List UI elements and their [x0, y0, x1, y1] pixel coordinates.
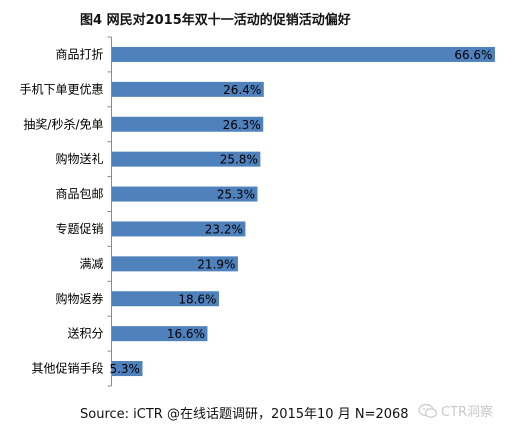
category-label: 商品包邮: [55, 186, 103, 201]
category-label: 抽奖/秒杀/免单: [23, 116, 103, 131]
data-label: 5.3%: [109, 362, 140, 376]
bar: [112, 46, 495, 62]
bar: [112, 291, 219, 307]
bar: [112, 116, 264, 132]
bar: [112, 256, 238, 272]
data-label: 18.6%: [178, 292, 216, 306]
data-label: 26.3%: [223, 118, 261, 132]
wechat-icon: [418, 403, 438, 418]
bar: [112, 81, 264, 97]
data-label: 66.6%: [454, 48, 492, 62]
watermark: CTR洞察: [418, 401, 493, 420]
data-label: 26.4%: [223, 83, 261, 97]
bar: [112, 361, 143, 377]
watermark-text: CTR洞察: [441, 405, 494, 420]
bar: [112, 221, 246, 237]
category-label: 商品打折: [55, 46, 103, 61]
source-note: Source: iCTR @在线话题调研，2015年10 月 N=2068: [80, 407, 409, 422]
bar: [112, 326, 208, 342]
bar: [112, 186, 258, 202]
category-label: 购物送礼: [55, 151, 103, 166]
data-label: 21.9%: [197, 257, 235, 271]
data-label: 25.8%: [220, 153, 258, 167]
data-label: 25.3%: [217, 188, 255, 202]
category-label: 其他促销手段: [31, 361, 103, 376]
category-label: 满减: [79, 257, 103, 271]
category-label: 购物返券: [55, 291, 103, 306]
data-label: 16.6%: [167, 327, 205, 341]
category-label: 送积分: [67, 326, 103, 341]
category-label: 专题促销: [55, 221, 103, 236]
category-label: 手机下单更优惠: [19, 82, 103, 96]
chart-title: 图4 网民对2015年双十一活动的促销活动偏好: [80, 13, 351, 28]
bar: [112, 151, 261, 167]
data-label: 23.2%: [205, 222, 243, 236]
